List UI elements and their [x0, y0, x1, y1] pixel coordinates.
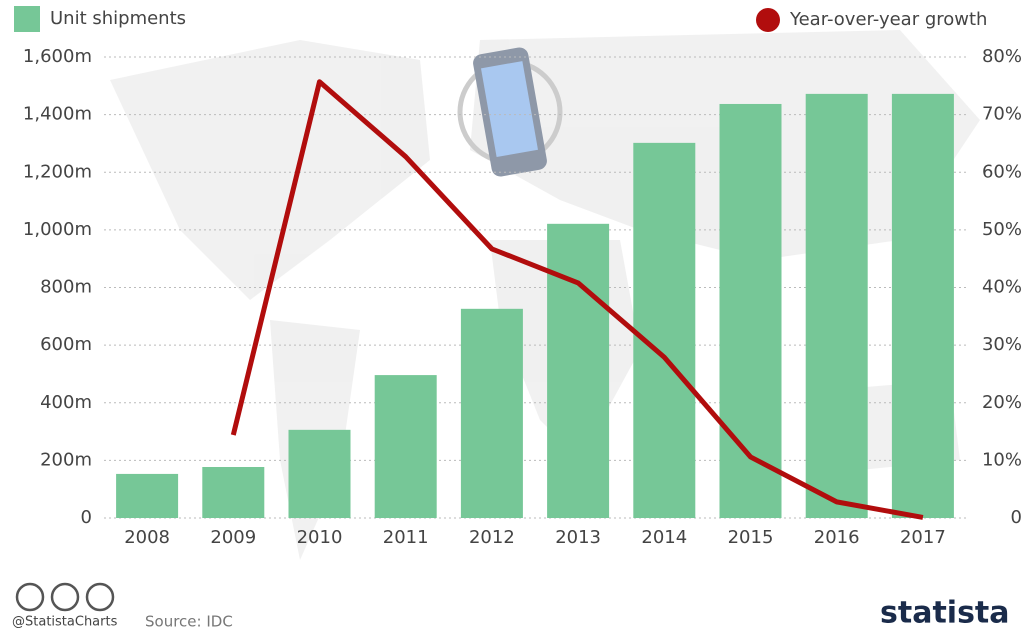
y2-tick-label: 80% — [982, 46, 1022, 67]
footer: @StatistaCharts Source: IDC statista — [12, 582, 1010, 631]
y-tick-label: 1,600m — [23, 46, 92, 67]
brand: statista — [880, 596, 1010, 631]
y-tick-label: 1,000m — [23, 219, 92, 240]
y-tick-label: 1,400m — [23, 104, 92, 125]
y-tick-label: 600m — [40, 334, 92, 355]
legend-swatch — [756, 8, 780, 32]
y2-tick-label: 30% — [982, 334, 1022, 355]
x-tick-label: 2014 — [641, 527, 687, 548]
growth-line — [230, 79, 924, 520]
legend-label: Unit shipments — [50, 8, 186, 29]
y2-tick-label: 70% — [982, 104, 1022, 125]
x-tick-label: 2013 — [555, 527, 601, 548]
bar — [547, 223, 610, 518]
footer-handle: @StatistaCharts — [12, 615, 118, 630]
legend-swatch — [14, 6, 40, 32]
bar — [805, 93, 868, 518]
y-tick-label: 800m — [40, 277, 92, 298]
x-tick-label: 2017 — [900, 527, 946, 548]
x-tick-label: 2010 — [297, 527, 343, 548]
y-tick-label: 200m — [40, 449, 92, 470]
x-tick-label: 2012 — [469, 527, 515, 548]
bar — [460, 308, 523, 518]
bar — [633, 142, 696, 518]
legend-label: Year-over-year growth — [789, 9, 987, 30]
bar — [891, 93, 954, 518]
x-tick-label: 2011 — [383, 527, 429, 548]
y2-tick-label: 40% — [982, 277, 1022, 298]
y2-tick-label: 0 — [1011, 507, 1022, 528]
bar — [202, 467, 265, 518]
bar — [374, 375, 437, 518]
bar — [719, 103, 782, 518]
bar — [288, 429, 351, 518]
x-tick-label: 2008 — [124, 527, 170, 548]
x-tick-label: 2016 — [814, 527, 860, 548]
phone-icon — [457, 47, 563, 177]
x-tick-label: 2009 — [210, 527, 256, 548]
bar — [116, 473, 179, 518]
y-tick-label: 0 — [81, 507, 92, 528]
y2-tick-label: 20% — [982, 392, 1022, 413]
footer-source: Source: IDC — [145, 613, 233, 631]
x-tick-label: 2015 — [728, 527, 774, 548]
y-tick-label: 400m — [40, 392, 92, 413]
y2-tick-label: 60% — [982, 161, 1022, 182]
y-tick-label: 1,200m — [23, 161, 92, 182]
y2-tick-label: 50% — [982, 219, 1022, 240]
y2-tick-label: 10% — [982, 449, 1022, 470]
